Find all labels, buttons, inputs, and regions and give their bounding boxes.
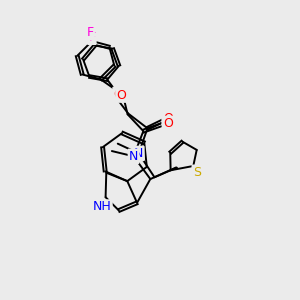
Text: O: O — [163, 117, 173, 130]
Text: N: N — [134, 147, 143, 160]
Text: S: S — [193, 166, 201, 179]
Text: O: O — [116, 88, 126, 102]
Text: F: F — [88, 31, 95, 44]
Text: O: O — [163, 112, 173, 125]
Text: O: O — [113, 88, 123, 101]
Text: NH: NH — [93, 200, 112, 214]
Text: N: N — [129, 150, 138, 163]
Text: F: F — [87, 26, 94, 39]
